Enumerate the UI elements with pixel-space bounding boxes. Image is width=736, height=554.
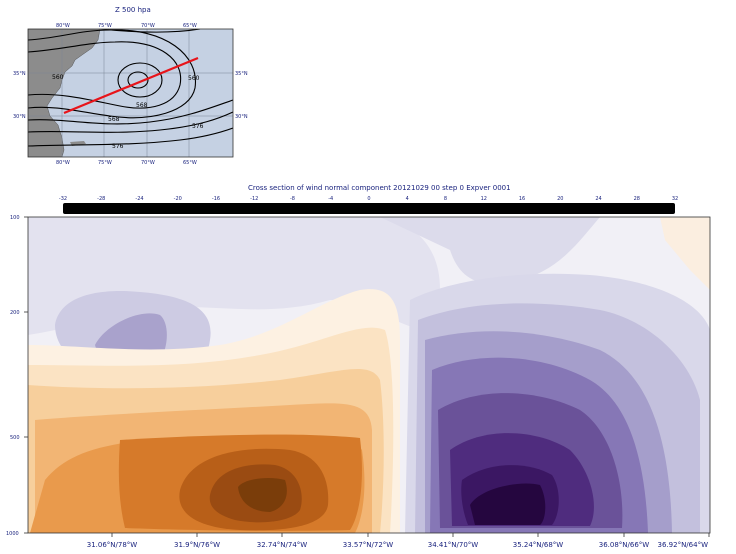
- map-lon-label-top-3: 70°W: [141, 23, 155, 29]
- filled-contours: [28, 217, 710, 533]
- map-lon-label-bottom-2: 75°W: [98, 160, 112, 166]
- colorbar-tick-label: -16: [212, 196, 220, 202]
- map-lon-label-top-4: 65°W: [183, 23, 197, 29]
- x-tick-label-2: 31.9°N/76°W: [174, 541, 220, 549]
- colorbar-tick-label: 24: [595, 196, 601, 202]
- colorbar-tick-label: 20: [557, 196, 563, 202]
- x-tick-label-5: 34.41°N/70°W: [428, 541, 479, 549]
- colorbar-tick-label: 16: [519, 196, 525, 202]
- map-lat-label-right-2: 30°N: [235, 114, 248, 120]
- colorbar-tick-label: 4: [406, 196, 409, 202]
- colorbar-tick-label: -28: [97, 196, 105, 202]
- map-lat-label-left-2: 30°N: [13, 114, 26, 120]
- colorbar-tick-label: -24: [135, 196, 143, 202]
- x-tick-label-6: 35.24°N/68°W: [513, 541, 564, 549]
- x-tick-label-7: 36.08°N/66°W: [599, 541, 650, 549]
- x-tick-label-8: 36.92°N/64°W: [658, 541, 709, 549]
- colorbar-tick-label: 12: [481, 196, 487, 202]
- contour-label-1: 560: [52, 74, 64, 81]
- contour-label-2: 568: [136, 102, 148, 109]
- y-tick-label-200: 200: [10, 310, 20, 316]
- colorbar-tick-label: -8: [290, 196, 295, 202]
- colorbar-tick-label: 32: [672, 196, 678, 202]
- section-title: Cross section of wind normal component 2…: [248, 184, 511, 192]
- colorbar-tick-label: -32: [59, 196, 67, 202]
- map-lat-label-left-1: 35°N: [13, 71, 26, 77]
- contour-label-6: 576: [112, 143, 124, 150]
- map-land-islands: [70, 141, 86, 146]
- contour-label-3: 560: [188, 75, 200, 82]
- x-tick-label-3: 32.74°N/74°W: [257, 541, 308, 549]
- x-tick-label-4: 33.57°N/72°W: [343, 541, 394, 549]
- colorbar-tick-label: 0: [367, 196, 370, 202]
- map-lon-label-bottom-3: 70°W: [141, 160, 155, 166]
- x-tick-label-1: 31.06°N/78°W: [87, 541, 138, 549]
- map-lon-label-bottom-1: 80°W: [56, 160, 70, 166]
- colorbar: [63, 203, 675, 214]
- map-ocean: [28, 29, 233, 157]
- map-title: Z 500 hpa: [115, 6, 151, 14]
- contour-label-5: 576: [192, 123, 204, 130]
- y-tick-label-500: 500: [10, 435, 20, 441]
- colorbar-tick-label: -4: [328, 196, 333, 202]
- colorbar-tick-label: -20: [174, 196, 182, 202]
- map-lat-label-right-1: 35°N: [235, 71, 248, 77]
- cross-section-line: [63, 56, 199, 115]
- contour-label-4: 568: [108, 116, 120, 123]
- colorbar-tick-label: -12: [250, 196, 258, 202]
- map-lon-label-top-2: 75°W: [98, 23, 112, 29]
- y-tick-label-1000: 1000: [6, 531, 19, 537]
- colorbar-tick-label: 28: [634, 196, 640, 202]
- map-lon-label-top-1: 80°W: [56, 23, 70, 29]
- map-land: [28, 29, 101, 157]
- colorbar-tick-label: 8: [444, 196, 447, 202]
- map-lon-label-bottom-4: 65°W: [183, 160, 197, 166]
- y-tick-label-100: 100: [10, 215, 20, 221]
- geopotential-contours: [28, 29, 233, 147]
